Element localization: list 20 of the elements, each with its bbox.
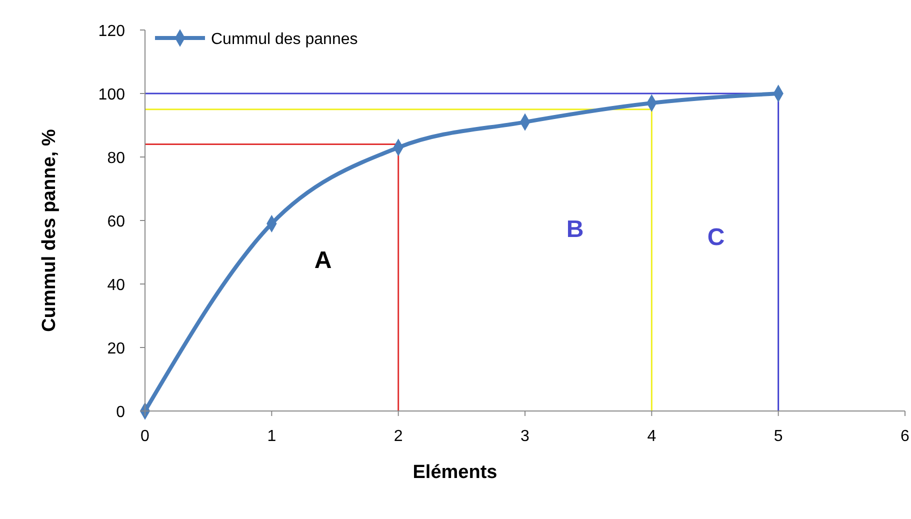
x-tick-label: 4 bbox=[647, 428, 656, 445]
x-tick-label: 1 bbox=[267, 428, 276, 445]
y-tick-label: 100 bbox=[98, 86, 126, 104]
y-tick-label: 0 bbox=[116, 404, 126, 421]
x-axis-title: Eléments bbox=[412, 462, 498, 483]
x-tick-label: 5 bbox=[774, 428, 783, 445]
x-tick-label: 0 bbox=[140, 428, 150, 445]
y-axis-title: Cummul des panne, % bbox=[39, 129, 60, 332]
y-tick-label: 40 bbox=[107, 277, 126, 294]
x-tick-label: 6 bbox=[900, 428, 910, 445]
x-tick-label: 2 bbox=[394, 428, 403, 445]
y-tick-label: 20 bbox=[107, 340, 126, 358]
x-tick-label: 3 bbox=[520, 428, 530, 445]
annotation: A bbox=[314, 247, 332, 274]
y-tick-label: 60 bbox=[107, 214, 126, 230]
annotation: B bbox=[566, 216, 584, 243]
y-tick-label: 80 bbox=[107, 150, 126, 167]
y-tick-label: 120 bbox=[98, 23, 126, 40]
annotation: C bbox=[707, 224, 725, 251]
legend-label: Cummul des pannes bbox=[211, 31, 358, 48]
